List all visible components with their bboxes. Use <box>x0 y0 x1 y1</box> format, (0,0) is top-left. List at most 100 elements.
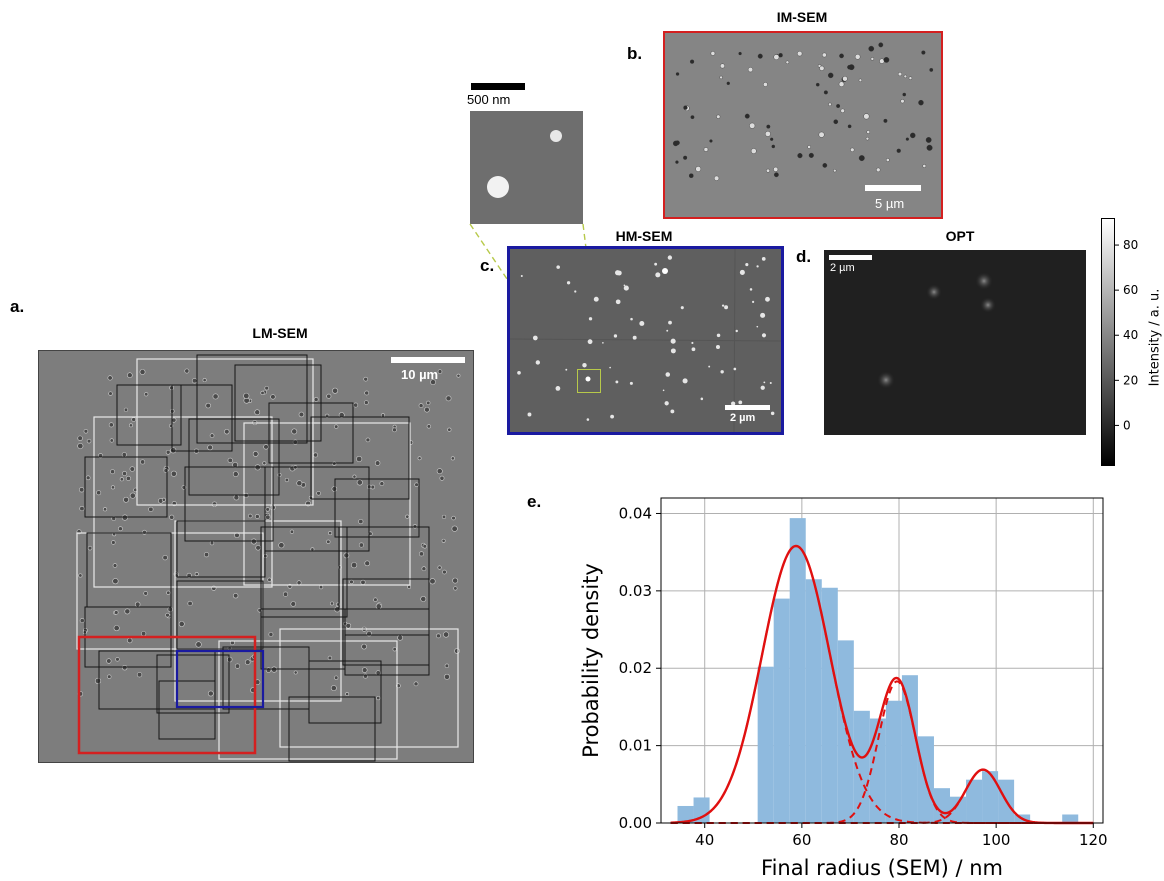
lm-particle <box>318 584 324 590</box>
im-particle <box>828 102 832 107</box>
hm-particle <box>587 339 593 345</box>
panel-b-letter: b. <box>627 44 643 63</box>
lm-particle <box>338 412 345 419</box>
lm-particle <box>418 403 424 408</box>
lm-particle <box>437 369 443 374</box>
colorbar-label: Intensity / a. u. <box>1147 288 1163 387</box>
lm-tile-black <box>288 696 376 762</box>
hm-particle <box>520 274 523 278</box>
lm-tile-black <box>310 416 410 500</box>
hm-particle <box>700 397 704 401</box>
hm-particle <box>680 306 684 310</box>
lm-particle <box>113 625 120 632</box>
lm-particle <box>316 491 321 496</box>
im-particle <box>797 153 803 159</box>
hm-particle <box>735 329 738 333</box>
lm-tile-white <box>243 422 411 586</box>
opt-image: 2 µm <box>824 250 1086 435</box>
im-particle <box>827 72 834 79</box>
im-particle <box>896 148 901 153</box>
lm-particle <box>293 670 298 675</box>
hm-particle <box>609 366 611 369</box>
im-particle <box>719 75 723 80</box>
lm-particle <box>437 565 442 570</box>
im-particle <box>819 65 825 71</box>
lm-particle <box>453 586 458 591</box>
hm-particle <box>639 320 645 326</box>
hm-particle <box>738 400 743 405</box>
lm-particle <box>364 560 371 567</box>
im-particle <box>921 50 926 55</box>
lm-tile-black <box>338 526 430 610</box>
lm-particle <box>290 601 296 607</box>
lm-particle <box>450 456 455 461</box>
lm-particle <box>209 433 215 438</box>
lm-particle <box>124 608 131 615</box>
hm-sem-image: 2 µm <box>507 246 784 435</box>
lm-particle <box>254 409 261 416</box>
lm-tile-black <box>116 384 182 446</box>
lm-particle <box>207 444 213 451</box>
im-particle <box>818 131 825 138</box>
lm-tile-black <box>344 634 430 676</box>
lm-particle <box>123 496 129 503</box>
lm-particle <box>289 529 295 534</box>
im-particle <box>714 175 720 181</box>
lm-particle <box>265 667 272 673</box>
hm-particle <box>654 262 658 266</box>
hm-particle <box>756 325 759 328</box>
lm-sem-image: 10 µm <box>38 350 474 763</box>
hm-particle <box>666 329 669 332</box>
lm-particle <box>129 466 135 472</box>
lm-particle <box>140 459 146 465</box>
im-particle <box>716 114 721 119</box>
lm-particle <box>373 597 378 602</box>
lm-particle <box>134 601 141 608</box>
im-particle <box>910 132 916 139</box>
lm-particle <box>112 578 119 585</box>
lm-particle <box>169 514 175 520</box>
im-sem-image: 5 µm <box>663 31 943 219</box>
im-particle <box>885 158 890 162</box>
im-particle <box>833 169 837 173</box>
im-particle <box>726 81 730 85</box>
colorbar-tick-label: 40 <box>1123 328 1138 342</box>
hm-particle <box>613 334 618 338</box>
colorbar-ticks: 80 60 40 20 0 <box>1115 238 1138 432</box>
hm-particle <box>593 296 599 302</box>
y-axis-label: Probability density <box>579 563 603 758</box>
hm-particle <box>665 372 671 377</box>
lm-particle <box>143 591 148 596</box>
lm-particle <box>129 492 136 499</box>
im-particle <box>926 144 933 151</box>
lm-particle <box>429 578 436 585</box>
lm-particle <box>271 666 278 673</box>
im-particle <box>823 90 828 95</box>
hm-particle <box>610 414 615 419</box>
lm-particle <box>226 656 233 663</box>
lm-particle <box>298 411 305 418</box>
hm-particle <box>739 269 745 275</box>
lm-particle <box>79 618 85 624</box>
lm-particle <box>161 497 166 502</box>
lm-particle <box>224 428 230 435</box>
lm-particle <box>244 659 251 665</box>
lm-particle <box>191 378 198 384</box>
lm-particle <box>107 674 112 679</box>
lm-particle <box>248 513 253 519</box>
histogram-bar <box>677 805 694 823</box>
lm-particle <box>110 485 115 490</box>
hm-particle <box>630 317 633 321</box>
hm-particle <box>527 412 532 417</box>
x-tick-label: 60 <box>792 831 811 849</box>
lm-particle <box>79 487 85 493</box>
lm-particle <box>360 579 366 585</box>
lm-particle <box>267 577 272 582</box>
lm-particle <box>255 545 261 551</box>
lm-particle <box>165 612 170 618</box>
lm-tile-white <box>93 416 273 588</box>
lm-particle <box>136 672 143 678</box>
lm-particle <box>282 591 289 597</box>
hm-particle <box>532 335 538 341</box>
lm-particle <box>443 631 450 638</box>
